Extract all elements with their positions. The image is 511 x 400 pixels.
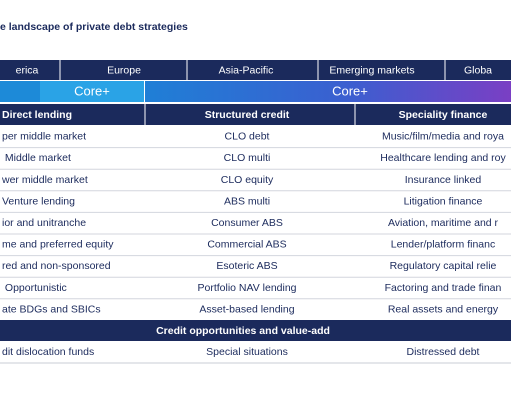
cell: Healthcare lending and roy: [380, 152, 506, 164]
cell: Insurance linked: [405, 174, 482, 186]
region-label: Europe: [107, 64, 141, 76]
cell: ior and unitranche: [2, 217, 86, 229]
cell: Factoring and trade finan: [385, 282, 502, 294]
cell: Middle market: [2, 152, 71, 164]
cell: Music/film/media and roya: [382, 131, 504, 143]
cell: Consumer ABS: [211, 217, 283, 229]
column-header-bar: [0, 104, 511, 125]
band-label: Core+: [332, 83, 368, 98]
cell: Venture lending: [2, 195, 75, 207]
region-label: Asia-Pacific: [219, 64, 274, 76]
cell: Asset-based lending: [199, 303, 294, 315]
cell: ABS multi: [224, 195, 270, 207]
column-header: Structured credit: [205, 109, 290, 121]
cell: Opportunistic: [2, 282, 67, 294]
cell: red and non-sponsored: [2, 260, 111, 272]
cell: Litigation finance: [404, 195, 483, 207]
band-left: [0, 81, 40, 102]
region-label: Globa: [464, 64, 492, 76]
cell: per middle market: [2, 131, 86, 143]
cell: Real assets and energy: [388, 303, 499, 315]
cell: Regulatory capital relie: [390, 260, 497, 272]
cell: Commercial ABS: [207, 239, 286, 251]
band-gradient: [145, 81, 511, 102]
cell: Portfolio NAV lending: [197, 282, 296, 294]
region-label: Emerging markets: [329, 64, 414, 76]
cell: dit dislocation funds: [2, 346, 94, 358]
region-bar: [0, 60, 511, 80]
column-header: Speciality finance: [399, 109, 488, 121]
cell: Special situations: [206, 346, 288, 358]
cell: Aviation, maritime and r: [388, 217, 499, 229]
cell: Lender/platform financ: [391, 239, 495, 251]
section-bar: [0, 320, 511, 341]
cell: ate BDGs and SBICs: [2, 303, 101, 315]
cell: CLO debt: [225, 131, 270, 143]
cell: wer middle market: [1, 174, 88, 186]
cell: Esoteric ABS: [216, 260, 277, 272]
column-header: Direct lending: [2, 109, 72, 121]
cell: Distressed debt: [407, 346, 480, 358]
title: e landscape of private debt strategies: [0, 21, 188, 33]
region-label: erica: [16, 64, 39, 76]
band-label: Core+: [74, 83, 110, 98]
cell: CLO multi: [224, 152, 271, 164]
section-title: Credit opportunities and value-add: [156, 325, 330, 337]
cell: me and preferred equity: [2, 239, 114, 251]
band-core: [40, 81, 144, 102]
cell: CLO equity: [221, 174, 274, 186]
